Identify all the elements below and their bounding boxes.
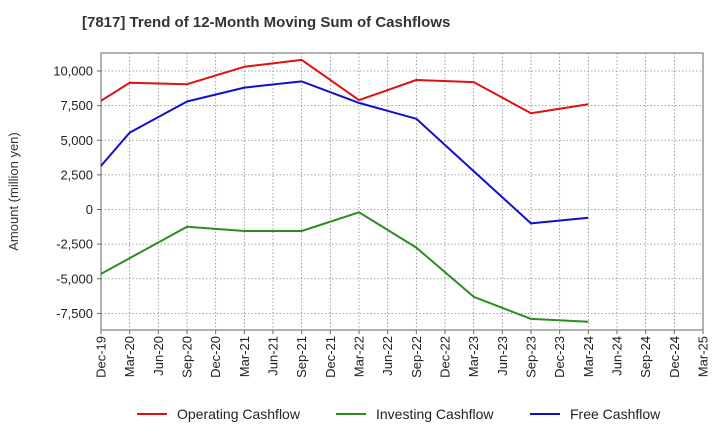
x-tick-label: Sep-22 [409, 336, 424, 378]
investing-cashflow-line [100, 211, 589, 323]
free-cashflow-line [100, 80, 589, 225]
investing-cashflow-legend-label: Investing Cashflow [376, 406, 494, 422]
x-tick-label: Jun-23 [495, 336, 510, 376]
y-axis-ticks: 10,000 7,500 5,000 2,500 0 -2,500 -5,000 -7,500 [53, 64, 101, 321]
operating-cashflow-legend-label: Operating Cashflow [177, 406, 301, 422]
y-tick-label: 5,000 [60, 133, 93, 148]
x-tick-label: Dec-23 [552, 336, 567, 378]
x-tick-label: Mar-24 [581, 336, 596, 377]
y-tick-label: -2,500 [56, 237, 93, 252]
x-tick-label: Mar-23 [466, 336, 481, 377]
y-axis-label: Amount (million yen) [6, 132, 21, 251]
legend: Operating Cashflow Investing Cashflow Free… [137, 406, 661, 422]
x-tick-label: Mar-22 [352, 336, 367, 377]
x-tick-label: Sep-24 [638, 336, 653, 378]
plot-area-border [100, 52, 704, 331]
x-tick-label: Dec-24 [667, 336, 682, 378]
y-tick-label: 2,500 [60, 167, 93, 182]
x-tick-label: Jun-22 [380, 336, 395, 376]
x-tick-label: Dec-19 [94, 336, 109, 378]
x-tick-label: Dec-21 [323, 336, 338, 378]
x-tick-label: Jun-24 [610, 336, 625, 376]
free-cashflow-legend-label: Free Cashflow [570, 406, 661, 422]
x-tick-label: Mar-21 [237, 336, 252, 377]
x-tick-label: Mar-20 [122, 336, 137, 377]
chart-title: [7817] Trend of 12-Month Moving Sum of C… [82, 14, 451, 31]
y-tick-label: 7,500 [60, 98, 93, 113]
x-tick-label: Dec-22 [438, 336, 453, 378]
x-tick-label: Sep-23 [524, 336, 539, 378]
x-tick-label: Dec-20 [208, 336, 223, 378]
y-tick-label: -5,000 [56, 271, 93, 286]
x-tick-label: Jun-21 [266, 336, 281, 376]
y-tick-label: 0 [86, 202, 93, 217]
y-tick-label: 10,000 [53, 64, 93, 79]
x-axis-ticks: Dec-19 Mar-20 Jun-20 Sep-20 Dec-20 Mar-21 Jun-… [94, 330, 711, 378]
operating-cashflow-line [100, 58, 589, 115]
x-tick-label: Mar-25 [696, 336, 711, 377]
series-lines [100, 58, 589, 323]
x-tick-label: Sep-20 [180, 336, 195, 378]
x-tick-label: Jun-20 [151, 336, 166, 376]
y-tick-label: -7,500 [56, 306, 93, 321]
x-tick-label: Sep-21 [294, 336, 309, 378]
grid-lines [101, 53, 703, 330]
